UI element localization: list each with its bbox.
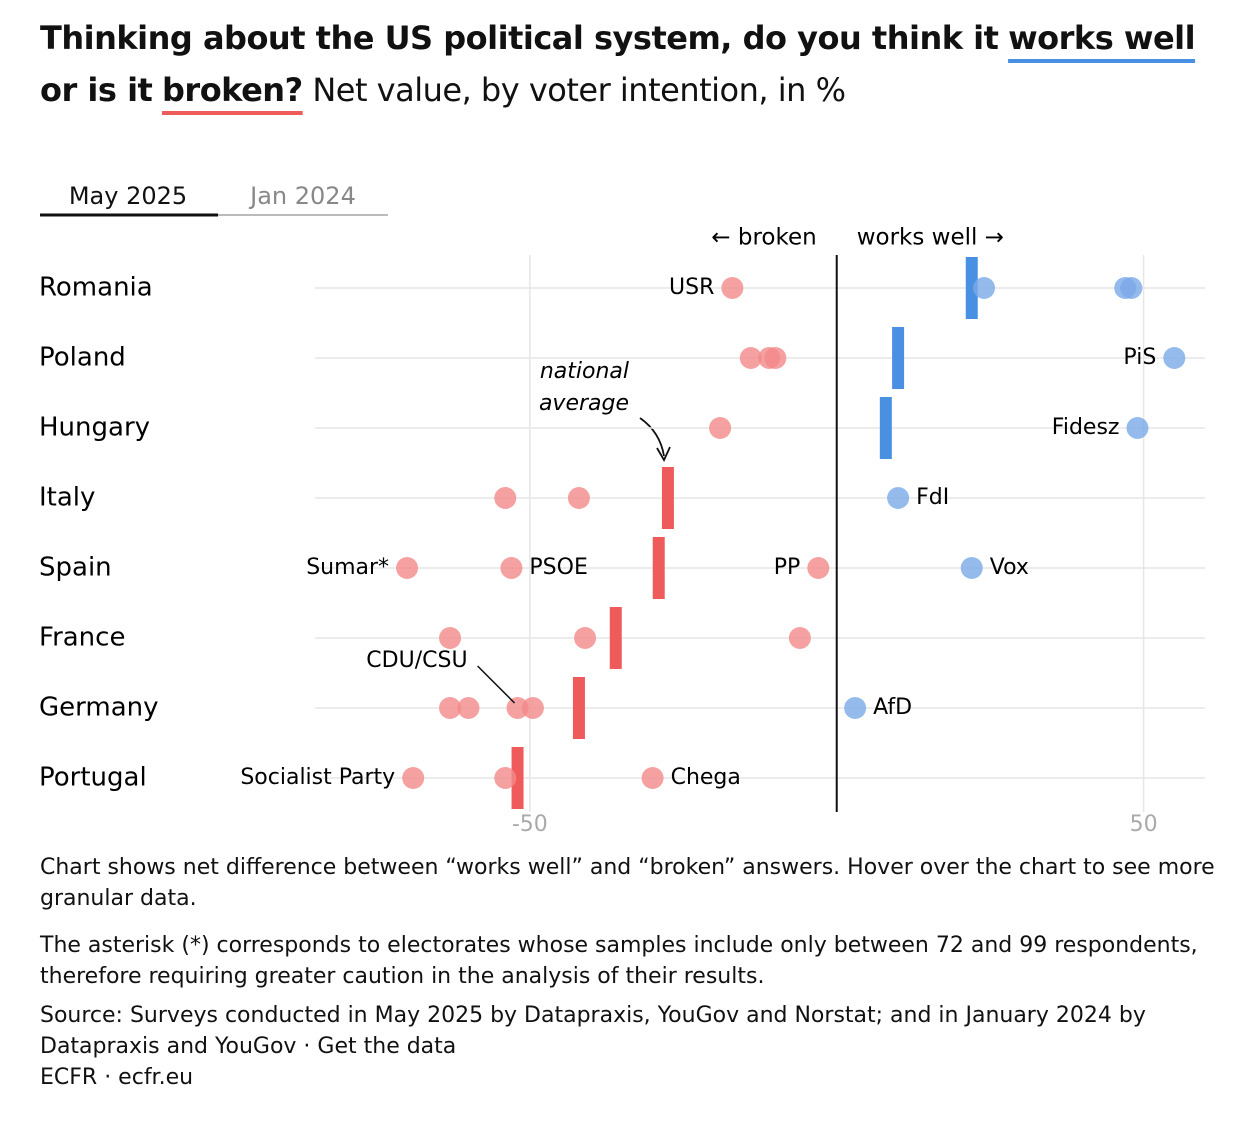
- party-dot: [960, 557, 983, 579]
- average-bar: [511, 747, 524, 809]
- party-dot: [1120, 277, 1143, 299]
- title: Thinking about the US political system, …: [40, 12, 1230, 116]
- country-label: Poland: [39, 343, 126, 373]
- title-bold: Thinking about the US political system, …: [40, 19, 999, 57]
- party-dot: [807, 557, 830, 579]
- source: Source: Surveys conducted in May 2025 by…: [40, 1003, 1146, 1059]
- direction-label: ← broken: [711, 225, 816, 251]
- average-bar: [892, 327, 905, 389]
- x-tick-label: 50: [1130, 812, 1158, 837]
- direction-label: works well →: [857, 225, 1004, 251]
- party-label: AfD: [873, 695, 912, 720]
- party-dot: [402, 767, 425, 789]
- title-bold: or is it: [40, 71, 153, 109]
- annotation-arrowhead: [656, 446, 671, 462]
- average-bar: [965, 257, 978, 319]
- label-leader: [477, 665, 516, 704]
- party-label: USR: [669, 275, 714, 300]
- party-label: CDU/CSU: [366, 648, 467, 673]
- party-dot: [574, 627, 597, 649]
- party-dot: [764, 347, 787, 369]
- party-dot: [439, 697, 462, 719]
- x-tick-label: -50: [512, 812, 548, 837]
- tab[interactable]: May 2025: [69, 182, 187, 210]
- party-dot: [1163, 347, 1186, 369]
- party-dot: [396, 557, 419, 579]
- party-dot: [709, 417, 732, 439]
- party-dot: [721, 277, 744, 299]
- party-dot: [494, 487, 517, 509]
- country-label: France: [39, 623, 125, 653]
- party-dot: [521, 697, 544, 719]
- party-dot: [567, 487, 590, 509]
- party-dot: [788, 627, 811, 649]
- party-label: Vox: [990, 555, 1029, 580]
- party-dot: [457, 697, 480, 719]
- party-label: Chega: [671, 765, 741, 790]
- notes: Chart shows net difference between “work…: [40, 852, 1220, 1093]
- average-bar: [572, 677, 585, 739]
- chart: May 2025 Jan 2024 national average -50 50…: [39, 182, 1205, 837]
- average-bar: [652, 537, 665, 599]
- party-label: Socialist Party: [240, 765, 395, 790]
- party-dot: [739, 347, 762, 369]
- country-label: Portugal: [39, 763, 147, 793]
- party-dot: [973, 277, 996, 299]
- party-dot: [439, 627, 462, 649]
- country-label: Germany: [39, 693, 159, 723]
- annotation: national: [540, 359, 629, 384]
- party-dot: [1126, 417, 1149, 439]
- party-label: PSOE: [529, 555, 587, 580]
- title-rest: Net value, by voter intention, in %: [312, 71, 846, 109]
- country-label: Spain: [39, 553, 112, 583]
- annotation: average: [539, 391, 629, 416]
- party-label: Fidesz: [1052, 415, 1120, 440]
- country-label: Romania: [39, 273, 153, 303]
- title-works-well: works well: [1008, 19, 1196, 57]
- party-dot: [506, 697, 529, 719]
- party-label: Sumar*: [306, 555, 389, 580]
- title-broken: broken?: [162, 71, 303, 109]
- average-bar: [879, 397, 892, 459]
- party-label: PP: [774, 555, 801, 580]
- note: The asterisk (*) corresponds to electora…: [40, 933, 1198, 989]
- credit: ECFR · ecfr.eu: [40, 1065, 194, 1090]
- average-bar: [609, 607, 622, 669]
- party-dot: [641, 767, 664, 789]
- annotation-arrow: [639, 417, 665, 457]
- party-dot: [844, 697, 867, 719]
- party-dot: [494, 767, 517, 789]
- tab[interactable]: Jan 2024: [248, 182, 356, 210]
- note: Chart shows net difference between “work…: [40, 855, 1215, 911]
- party-dot: [887, 487, 910, 509]
- party-label: FdI: [916, 485, 949, 510]
- average-bar: [661, 467, 674, 529]
- party-label: PiS: [1123, 345, 1156, 370]
- country-label: Italy: [39, 483, 95, 513]
- party-dot: [500, 557, 523, 579]
- country-label: Hungary: [39, 413, 150, 443]
